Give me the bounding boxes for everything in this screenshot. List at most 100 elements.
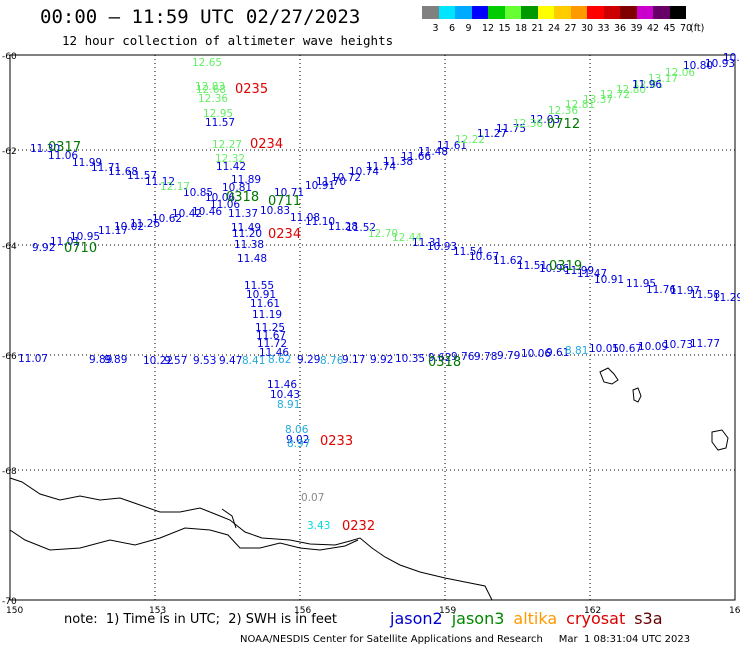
- wave-height-value: 11.74: [366, 161, 396, 173]
- wave-height-value: 12.36: [513, 118, 543, 130]
- wave-height-value: 11.10: [305, 216, 335, 228]
- wave-height-value: 11.48: [237, 253, 267, 265]
- pass-time-label: 0317: [48, 140, 81, 155]
- wave-height-value: 12.70: [368, 228, 398, 240]
- wave-height-value: 11.99: [564, 265, 594, 277]
- wave-height-value: 12.80: [616, 84, 646, 96]
- pass-time-label: 0710: [64, 241, 97, 256]
- wave-height-value: 8.62: [268, 354, 291, 366]
- pass-time-label: 0712: [547, 117, 580, 132]
- wave-height-value: 10.85: [183, 187, 213, 199]
- wave-height-value: 9.92: [32, 242, 55, 254]
- wave-height-value: 10.46: [192, 206, 222, 218]
- pass-time-label: 0232: [342, 519, 375, 534]
- wave-height-value: 12.06: [665, 67, 695, 79]
- wave-height-value: 9.29: [297, 354, 320, 366]
- wave-height-value: 10.73: [663, 339, 693, 351]
- island: [599, 367, 619, 385]
- colorbar-swatch: [620, 6, 637, 19]
- pass-time-label: 0318: [428, 355, 461, 370]
- wave-height-value: 11.62: [493, 255, 523, 267]
- colorbar-swatch: [570, 6, 587, 19]
- wave-height-value: 9.57: [164, 355, 187, 367]
- wave-height-value: 11.01: [50, 236, 80, 248]
- wave-height-value: 11.38: [383, 156, 413, 168]
- wave-height-value: 12.36: [198, 93, 228, 105]
- colorbar-label: 42: [647, 23, 660, 34]
- longitude-tick-label: 159: [439, 606, 456, 616]
- colorbar-swatch: [603, 6, 620, 19]
- colorbar-label: 70: [680, 23, 693, 34]
- wave-height-value: 10.93: [427, 241, 457, 253]
- wave-height-value: 11.54: [453, 246, 483, 258]
- pass-time-label: 0234: [250, 137, 283, 152]
- wave-height-value: 0.07: [301, 492, 324, 504]
- wave-height-value: 11.95: [626, 278, 656, 290]
- latitude-tick-label: -66: [2, 352, 17, 362]
- wave-height-value: 10.05: [589, 343, 619, 355]
- longitude-tick-label: 165: [729, 606, 740, 616]
- wave-height-value: 10.93: [705, 58, 735, 70]
- colorbar-label: 15: [498, 23, 511, 34]
- legend-entry-altika: altika: [513, 609, 558, 628]
- wave-height-value: 11.58: [690, 289, 720, 301]
- colorbar-label: 3: [432, 23, 439, 34]
- colorbar-label: 27: [564, 23, 577, 34]
- wave-height-value: 9.62: [428, 352, 451, 364]
- wave-height-value: 11.99: [72, 157, 102, 169]
- colorbar-label: 9: [465, 23, 472, 34]
- wave-height-value: 11.66: [401, 151, 431, 163]
- colorbar-label: 30: [581, 23, 594, 34]
- map-title: 00:00 – 11:59 UTC 02/27/2023: [40, 6, 361, 28]
- wave-height-value: 10.35: [395, 353, 425, 365]
- legend-entry-jason2: jason2: [390, 609, 443, 628]
- coastline-inlet: [221, 508, 237, 529]
- wave-height-value: 10.62: [152, 213, 182, 225]
- pass-time-label: 0319: [549, 259, 582, 274]
- wave-height-value: 11.96: [632, 79, 662, 91]
- wave-height-value: 10.71: [274, 187, 304, 199]
- wave-height-value: 8.91: [277, 399, 300, 411]
- colorbar-swatch: [471, 6, 488, 19]
- wave-height-value: 12.81: [565, 99, 595, 111]
- wave-height-value: 12.68: [196, 84, 226, 96]
- colorbar-swatch: [422, 6, 439, 19]
- wave-height-value: 9.53: [193, 355, 216, 367]
- wave-height-value: 11.57: [205, 117, 235, 129]
- wave-height-value: 11.67: [256, 330, 286, 342]
- satellite-legend: jason2 jason3 altika cryosat s3a: [390, 609, 672, 628]
- colorbar-swatch: [669, 6, 686, 19]
- wave-height-value: 10.67: [612, 343, 642, 355]
- pass-time-label: 0711: [268, 194, 301, 209]
- wave-height-value: 9.79: [497, 350, 520, 362]
- wave-height-value: 9.78: [474, 351, 497, 363]
- legend-entry-jason3: jason3: [451, 609, 505, 628]
- wave-height-value: 12.83: [195, 81, 225, 93]
- wave-height-value: 10.09: [638, 341, 668, 353]
- wave-height-value: 11.29: [713, 292, 740, 304]
- wave-height-value: 11.12: [145, 176, 175, 188]
- wave-height-value: 10.17: [723, 52, 740, 64]
- wave-height-value: 10.67: [469, 251, 499, 263]
- wave-height-value: 10.42: [172, 208, 202, 220]
- wave-height-value: 9.89: [89, 354, 112, 366]
- colorbar-label: 12: [482, 23, 495, 34]
- colorbar-unit: (ft): [690, 23, 705, 34]
- wave-height-value: 11.06: [210, 199, 240, 211]
- wave-height-value: 12.65: [192, 57, 222, 69]
- wave-height-value: 9.76: [451, 351, 475, 363]
- wave-height-value: 11.31: [412, 237, 442, 249]
- legend-entry-cryosat: cryosat: [566, 609, 626, 628]
- wave-height-value: 11.71: [91, 162, 121, 174]
- colorbar-swatch: [537, 6, 554, 19]
- wave-height-value: 11.46: [259, 347, 289, 359]
- pass-time-label: 0318: [226, 190, 259, 205]
- colorbar-label: 18: [515, 23, 528, 34]
- wave-height-value: 12.22: [455, 134, 485, 146]
- wave-height-value: 13.37: [583, 94, 613, 106]
- colorbar-label: 45: [663, 23, 676, 34]
- wave-height-value: 12.72: [600, 89, 630, 101]
- wave-height-value: 12.27: [212, 139, 242, 151]
- map-frame: [9, 54, 736, 601]
